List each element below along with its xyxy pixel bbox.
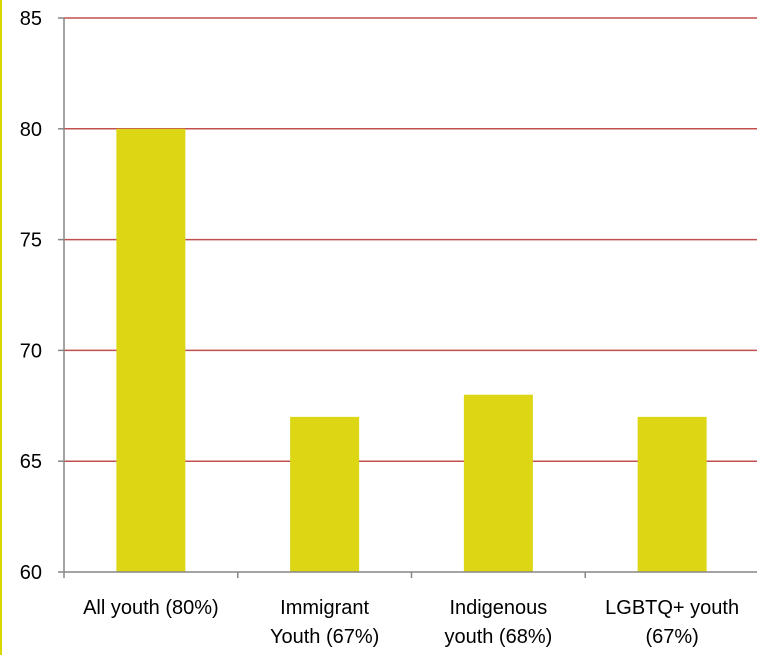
bar-2 bbox=[463, 394, 533, 572]
axes bbox=[58, 17, 757, 578]
y-tick-label-60: 60 bbox=[20, 562, 42, 584]
y-tick-label-75: 75 bbox=[20, 230, 42, 252]
bar-3 bbox=[637, 416, 707, 572]
bar-1 bbox=[290, 416, 360, 572]
y-tick-label-85: 85 bbox=[20, 8, 42, 30]
x-tick-label-1: Immigrant Youth (67%) bbox=[270, 597, 379, 648]
y-tick-label-70: 70 bbox=[20, 340, 42, 362]
x-tick-labels: All youth (80%) Immigrant Youth (67%) Indig… bbox=[83, 597, 739, 648]
x-tick-label-0: All youth (80%) bbox=[83, 597, 219, 619]
x-tick-label-2: Indigenous youth (68%) bbox=[444, 597, 552, 648]
bar-0 bbox=[116, 128, 186, 573]
y-tick-label-80: 80 bbox=[20, 119, 42, 141]
bars bbox=[116, 128, 707, 573]
y-tick-label-65: 65 bbox=[20, 451, 42, 473]
x-tick-label-3: LGBTQ+ youth (67%) bbox=[605, 597, 739, 648]
y-tick-labels: 60 65 70 75 80 85 bbox=[20, 8, 42, 584]
